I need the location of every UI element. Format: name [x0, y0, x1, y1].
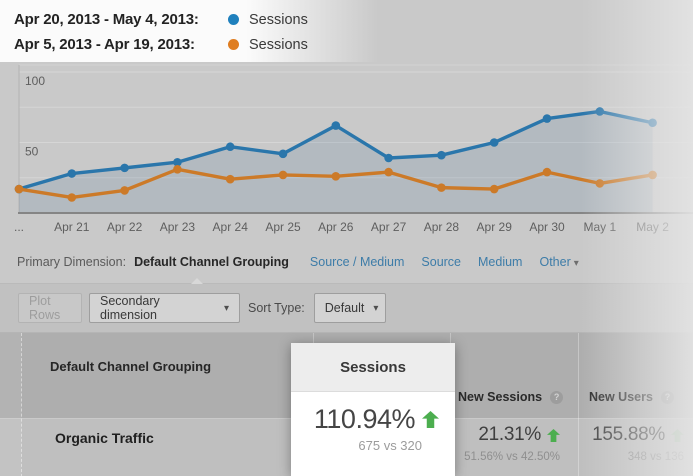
- trend-up-icon: [547, 428, 560, 442]
- sessions-change-value: 110.94%: [313, 404, 416, 434]
- primary-dimension-other-dropdown[interactable]: Other ▾: [539, 254, 579, 269]
- series-dot-orange-icon: [228, 39, 239, 50]
- svg-text:100: 100: [25, 74, 45, 88]
- row-label-organic-traffic[interactable]: Organic Traffic: [55, 430, 154, 446]
- cell-new-sessions: 21.31% 51.56% vs 42.50%: [450, 424, 578, 463]
- new-sessions-comparison: 51.56% vs 42.50%: [464, 451, 560, 463]
- svg-text:May 1: May 1: [583, 220, 616, 234]
- column-header-new-sessions[interactable]: New Sessions ?: [458, 390, 564, 404]
- plot-rows-label: Plot Rows: [29, 294, 61, 322]
- chevron-down-icon: ▾: [223, 302, 229, 314]
- trend-up-icon: [422, 411, 439, 428]
- svg-text:50: 50: [25, 145, 39, 159]
- sessions-line-chart-svg[interactable]: 50 100... Apr 21 Apr 22 Apr 23 Apr 24 Apr 25 Ap…: [0, 60, 693, 240]
- svg-text:Apr 30: Apr 30: [529, 220, 565, 234]
- secondary-dimension-dropdown[interactable]: Secondary dimension ▾: [89, 293, 240, 323]
- svg-text:May 2: May 2: [636, 220, 669, 234]
- chart-legend: Apr 20, 2013 - May 4, 2013: Sessions Apr…: [14, 7, 308, 57]
- legend-date-range-current: Apr 20, 2013 - May 4, 2013:: [14, 11, 199, 28]
- legend-row-previous: Apr 5, 2013 - Apr 19, 2013: Sessions: [14, 32, 308, 57]
- svg-text:Apr 28: Apr 28: [424, 220, 460, 234]
- new-sessions-change-value: 21.31%: [478, 424, 541, 445]
- table-row-gutter: [0, 333, 22, 476]
- new-users-change-value: 155.88%: [592, 424, 665, 445]
- svg-text:Apr 23: Apr 23: [160, 220, 196, 234]
- svg-text:Apr 25: Apr 25: [265, 220, 301, 234]
- primary-dimension-link-source-medium[interactable]: Source / Medium: [309, 254, 405, 269]
- sessions-comparison: 675 vs 320: [358, 438, 422, 453]
- chevron-down-icon: ▾: [373, 302, 379, 314]
- svg-text:Apr 22: Apr 22: [107, 220, 143, 234]
- primary-dimension-link-source[interactable]: Source: [421, 254, 462, 269]
- column-header-label: New Sessions: [458, 390, 543, 404]
- svg-text:...: ...: [14, 220, 24, 234]
- chevron-down-icon: ▾: [573, 257, 579, 269]
- secondary-dimension-label: Secondary dimension: [100, 294, 160, 322]
- sessions-line-chart[interactable]: 50 100... Apr 21 Apr 22 Apr 23 Apr 24 Apr 25 Ap…: [0, 60, 693, 240]
- legend-series-label: Sessions: [249, 36, 308, 53]
- svg-text:Apr 24: Apr 24: [213, 220, 249, 234]
- svg-text:Apr 27: Apr 27: [371, 220, 407, 234]
- legend-date-range-previous: Apr 5, 2013 - Apr 19, 2013:: [14, 36, 195, 53]
- legend-row-current: Apr 20, 2013 - May 4, 2013: Sessions: [14, 7, 308, 32]
- help-icon[interactable]: ?: [550, 390, 564, 404]
- table-toolbar: Plot Rows Secondary dimension ▾ Sort Typ…: [0, 278, 693, 332]
- sort-type-value: Default: [324, 301, 365, 315]
- column-header-label: New Users: [589, 390, 653, 404]
- series-dot-blue-icon: [228, 14, 239, 25]
- legend-series-label: Sessions: [249, 11, 308, 28]
- column-header-new-users[interactable]: New Users ?: [589, 390, 674, 404]
- primary-dimension-link-medium[interactable]: Medium: [478, 254, 523, 269]
- sessions-metric-callout: Sessions 110.94% 675 vs 320: [291, 343, 455, 476]
- primary-dimension-selected[interactable]: Default Channel Grouping: [134, 254, 289, 269]
- column-divider: [578, 333, 579, 476]
- help-icon[interactable]: ?: [660, 390, 674, 404]
- sort-type-dropdown[interactable]: Default ▾: [313, 293, 386, 323]
- cell-new-users: 155.88% 348 vs 136: [578, 424, 693, 463]
- primary-dimension-row: Primary Dimension: Default Channel Group…: [0, 240, 693, 283]
- plot-rows-button[interactable]: Plot Rows: [18, 293, 82, 323]
- column-header-default-channel-grouping[interactable]: Default Channel Grouping: [50, 359, 212, 374]
- svg-text:Apr 21: Apr 21: [54, 220, 90, 234]
- sessions-callout-body: 110.94% 675 vs 320: [291, 392, 455, 453]
- trend-up-icon: [671, 428, 684, 442]
- selected-dimension-notch: [191, 278, 203, 284]
- primary-dimension-label: Primary Dimension:: [17, 254, 127, 269]
- sort-type-label: Sort Type:: [248, 301, 305, 315]
- new-users-comparison: 348 vs 136: [627, 451, 684, 463]
- svg-text:Apr 26: Apr 26: [318, 220, 354, 234]
- svg-text:Apr 29: Apr 29: [477, 220, 513, 234]
- column-header-sessions[interactable]: Sessions: [291, 343, 455, 392]
